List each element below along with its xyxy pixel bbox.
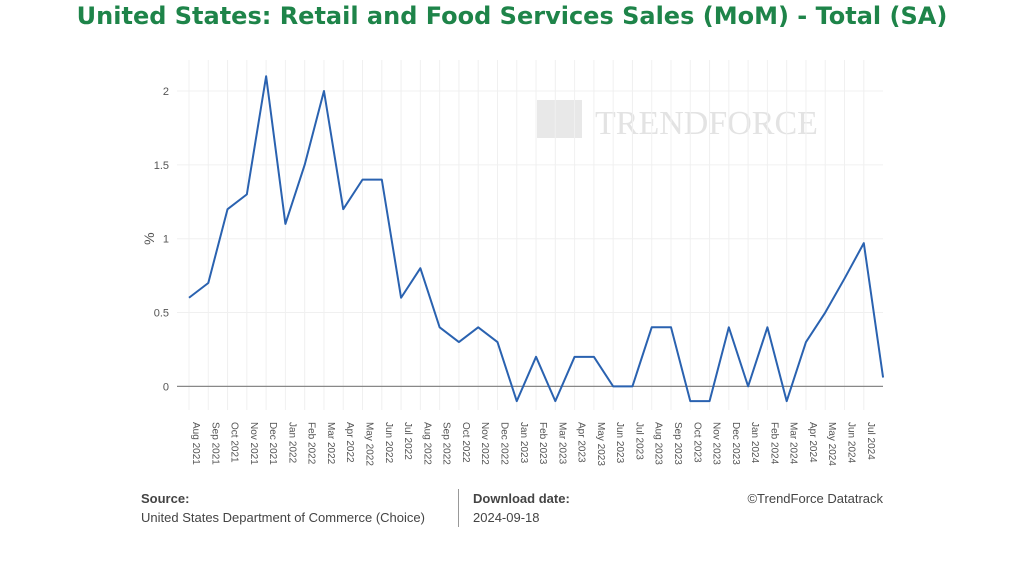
source-label: Source: bbox=[141, 491, 190, 506]
y-axis-label: % bbox=[141, 232, 157, 244]
x-tick-label: May 2024 bbox=[826, 422, 837, 466]
x-tick-label: Dec 2023 bbox=[730, 422, 741, 465]
source-block: Source: United States Department of Comm… bbox=[141, 491, 425, 530]
x-tick-label: Nov 2023 bbox=[711, 422, 722, 465]
y-tick-label: 1.5 bbox=[154, 160, 169, 172]
x-tick-label: Oct 2021 bbox=[229, 422, 240, 463]
line-chart: TRENDFORCE Aug 2021 Sep 2021 Oct 2021 Nov 20… bbox=[141, 60, 885, 466]
x-tick-label: Jan 2023 bbox=[518, 422, 529, 464]
x-tick-label: Aug 2021 bbox=[190, 422, 201, 465]
x-tick-label: Jan 2022 bbox=[286, 422, 297, 464]
x-tick-label: Oct 2023 bbox=[691, 422, 702, 463]
x-tick-label: May 2022 bbox=[364, 422, 375, 466]
x-tick-label: Sep 2021 bbox=[209, 422, 220, 465]
x-tick-label: Jan 2024 bbox=[749, 422, 760, 464]
x-tick-label: Jun 2023 bbox=[614, 422, 625, 464]
x-tick-label: Dec 2022 bbox=[498, 422, 509, 465]
x-tick-label: Jun 2022 bbox=[383, 422, 394, 464]
source-value: United States Department of Commerce (Ch… bbox=[141, 510, 425, 525]
x-tick-label: Aug 2022 bbox=[421, 422, 432, 465]
copyright: ©TrendForce Datatrack bbox=[747, 491, 883, 506]
x-tick-label: Aug 2023 bbox=[653, 422, 664, 465]
y-tick-label: 2 bbox=[163, 86, 169, 98]
x-tick-label: Feb 2024 bbox=[768, 422, 779, 465]
x-tick-label: Mar 2024 bbox=[788, 422, 799, 465]
x-tick-label: Apr 2022 bbox=[344, 422, 355, 463]
x-tick-label: Feb 2023 bbox=[537, 422, 548, 465]
x-tick-label: May 2023 bbox=[595, 422, 606, 466]
download-value: 2024-09-18 bbox=[473, 510, 540, 525]
x-tick-label: Apr 2024 bbox=[807, 422, 818, 463]
x-tick-label: Jul 2023 bbox=[633, 422, 644, 460]
x-tick-label: Sep 2022 bbox=[441, 422, 452, 465]
x-tick-label: Jul 2022 bbox=[402, 422, 413, 460]
x-tick-label: Dec 2021 bbox=[267, 422, 278, 465]
x-tick-label: Jul 2024 bbox=[865, 422, 876, 460]
x-tick-label: Nov 2022 bbox=[479, 422, 490, 465]
chart-title: United States: Retail and Food Services … bbox=[76, 2, 948, 30]
x-tick-label: Feb 2022 bbox=[306, 422, 317, 465]
watermark-logo: TRENDFORCE bbox=[595, 105, 818, 142]
y-tick-label: 0 bbox=[163, 381, 169, 393]
footer-divider bbox=[458, 489, 459, 527]
x-tick-label: Oct 2022 bbox=[460, 422, 471, 463]
x-tick-label: Mar 2022 bbox=[325, 422, 336, 465]
x-tick-label: Nov 2021 bbox=[248, 422, 259, 465]
y-tick-label: 1 bbox=[163, 234, 169, 246]
x-tick-label: Mar 2023 bbox=[556, 422, 567, 465]
y-tick-label: 0.5 bbox=[154, 308, 169, 320]
x-tick-label: Sep 2023 bbox=[672, 422, 683, 465]
x-tick-label: Apr 2023 bbox=[576, 422, 587, 463]
download-block: Download date: 2024-09-18 bbox=[473, 491, 570, 530]
download-label: Download date: bbox=[473, 491, 570, 506]
x-tick-label: Jun 2024 bbox=[846, 422, 857, 464]
watermark-logo-icon bbox=[537, 100, 582, 138]
